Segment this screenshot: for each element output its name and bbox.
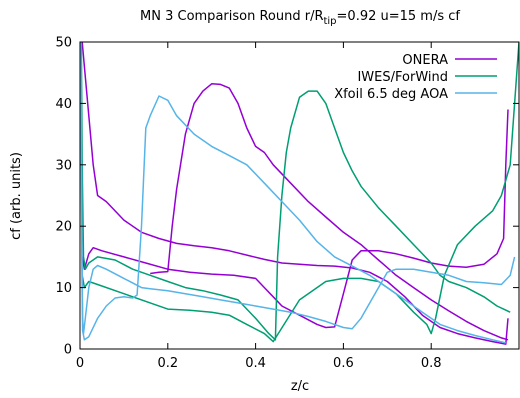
axis-ticks: 0 0.2 0.4 0.6 0.8 0 10 20 30 40 50 xyxy=(55,36,519,371)
legend-label: ONERA xyxy=(402,53,448,68)
series-line-2-2 xyxy=(81,42,519,343)
series-line-1-2 xyxy=(81,109,509,329)
legend-label: Xfoil 6.5 deg AOA xyxy=(334,87,448,102)
x-tick-label: 0.8 xyxy=(421,356,442,371)
chart-title: MN 3 Comparison Round r/Rtip=0.92 u=15 m… xyxy=(140,9,460,27)
plot-frame xyxy=(79,41,520,350)
series-line-3-2 xyxy=(80,72,506,344)
x-tick-label: 0.4 xyxy=(245,356,266,371)
series-line-2-1 xyxy=(80,42,511,341)
series-line-3-1 xyxy=(80,42,516,335)
plot-lines xyxy=(80,42,519,345)
y-tick-label: 10 xyxy=(55,281,72,296)
y-axis-label: cf (arb. units) xyxy=(9,152,24,240)
x-tick-label: 0 xyxy=(76,356,84,371)
y-tick-label: 0 xyxy=(64,343,72,358)
legend-label: IWES/ForWind xyxy=(357,70,448,85)
series-line-1-1 xyxy=(81,42,509,345)
x-tick-label: 0.2 xyxy=(157,356,178,371)
y-tick-label: 50 xyxy=(55,36,72,51)
y-tick-label: 30 xyxy=(55,158,72,173)
x-tick-label: 0.6 xyxy=(333,356,354,371)
x-axis-label: z/c xyxy=(291,379,309,394)
y-tick-label: 20 xyxy=(55,220,72,235)
y-tick-label: 40 xyxy=(55,97,72,112)
series-line-1-3 xyxy=(150,83,509,341)
legend: ONERA IWES/ForWind Xfoil 6.5 deg AOA xyxy=(334,53,497,102)
